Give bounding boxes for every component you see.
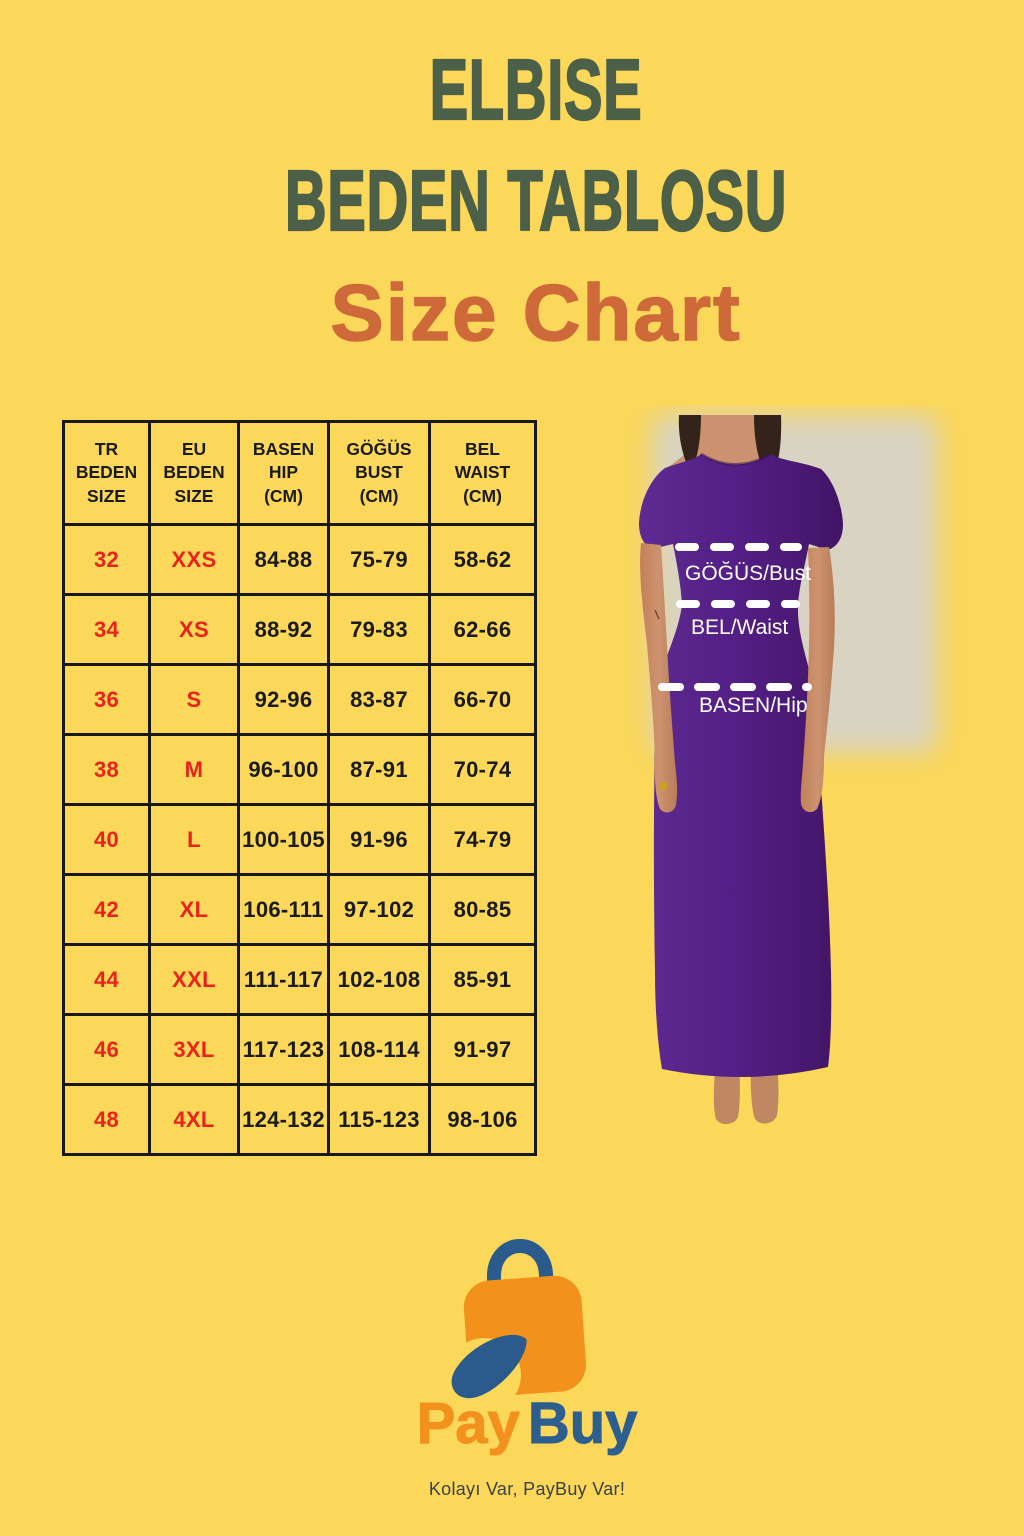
purple-dress bbox=[639, 454, 843, 1078]
table-row: 36 S 92-96 83-87 66-70 bbox=[62, 663, 537, 736]
cell-tr-size: 48 bbox=[62, 1083, 151, 1156]
hip-label: BASEN/Hip bbox=[699, 694, 808, 717]
header-line: SIZE bbox=[87, 485, 126, 506]
table-row: 48 4XL 124-132 115-123 98-106 bbox=[62, 1083, 537, 1156]
cell-bust: 79-83 bbox=[327, 593, 431, 666]
model-hair-left bbox=[678, 415, 701, 471]
cell-eu-size: XL bbox=[148, 873, 240, 946]
cell-bust: 83-87 bbox=[327, 663, 431, 736]
paybuy-logo bbox=[447, 1239, 586, 1405]
cell-hip: 96-100 bbox=[237, 733, 330, 806]
cell-eu-size: M bbox=[148, 733, 240, 806]
size-chart-table: TR BEDEN SIZE EU BEDEN SIZE BASEN HIP (C… bbox=[62, 420, 537, 1156]
cell-hip: 124-132 bbox=[237, 1083, 330, 1156]
cell-hip: 92-96 bbox=[237, 663, 330, 736]
cell-tr-size: 36 bbox=[62, 663, 151, 736]
header-line: HIP bbox=[268, 462, 299, 483]
page-subtitle: Size Chart bbox=[330, 268, 742, 357]
dress-measurement-photo: GÖĞÜS/Bust BEL/Waist BASEN/Hip bbox=[639, 415, 938, 1125]
cell-tr-size: 32 bbox=[62, 523, 151, 596]
dress-neckline bbox=[700, 452, 772, 466]
header-line: SIZE bbox=[174, 485, 214, 506]
cursor-arrow-icon bbox=[451, 1334, 527, 1399]
column-header-bust: GÖĞÜS BUST (CM) bbox=[327, 420, 431, 526]
cell-eu-size: 4XL bbox=[148, 1083, 240, 1156]
cell-bust: 75-79 bbox=[327, 523, 431, 596]
table-row: 44 XXL 111-117 102-108 85-91 bbox=[62, 943, 537, 1016]
cell-hip: 88-92 bbox=[237, 593, 330, 666]
brand-name: Pay Buy bbox=[30, 1391, 1024, 1456]
header-line: BUST bbox=[355, 462, 403, 483]
gold-ring bbox=[658, 781, 668, 791]
header-line: (CM) bbox=[463, 485, 502, 506]
cell-eu-size: L bbox=[148, 803, 240, 876]
header-line: BEDEN bbox=[163, 462, 225, 483]
header-line: GÖĞÜS bbox=[346, 439, 412, 460]
bag-handle-icon bbox=[487, 1239, 553, 1286]
arm-tattoo bbox=[654, 609, 660, 620]
cell-waist: 98-106 bbox=[428, 1083, 537, 1156]
model-arm-left bbox=[640, 543, 678, 813]
cell-waist: 62-66 bbox=[428, 593, 537, 666]
column-header-waist: BEL WAIST (CM) bbox=[428, 420, 537, 526]
table-header-row: TR BEDEN SIZE EU BEDEN SIZE BASEN HIP (C… bbox=[62, 420, 537, 526]
table-row: 42 XL 106-111 97-102 80-85 bbox=[62, 873, 537, 946]
cell-tr-size: 42 bbox=[62, 873, 151, 946]
header-line: TR bbox=[94, 439, 119, 460]
cell-hip: 100-105 bbox=[237, 803, 330, 876]
page-title-line-2: BEDEN TABLOSU bbox=[284, 154, 788, 249]
header-line: BEDEN bbox=[75, 462, 138, 483]
waist-label: BEL/Waist bbox=[691, 616, 788, 639]
header-line: (CM) bbox=[264, 485, 303, 506]
page-title-line-1: ELBISE bbox=[429, 43, 643, 138]
cell-bust: 102-108 bbox=[327, 943, 431, 1016]
column-header-eu-size: EU BEDEN SIZE bbox=[148, 420, 240, 526]
bust-label: GÖĞÜS/Bust bbox=[685, 562, 811, 585]
cell-waist: 91-97 bbox=[428, 1013, 537, 1086]
cell-waist: 66-70 bbox=[428, 663, 537, 736]
table-row: 34 XS 88-92 79-83 62-66 bbox=[62, 593, 537, 666]
column-header-hip: BASEN HIP (CM) bbox=[237, 420, 330, 526]
cell-bust: 108-114 bbox=[327, 1013, 431, 1086]
table-row: 32 XXS 84-88 75-79 58-62 bbox=[62, 523, 537, 596]
cell-tr-size: 34 bbox=[62, 593, 151, 666]
cell-waist: 58-62 bbox=[428, 523, 537, 596]
cell-hip: 106-111 bbox=[237, 873, 330, 946]
table-row: 46 3XL 117-123 108-114 91-97 bbox=[62, 1013, 537, 1086]
cell-eu-size: XS bbox=[148, 593, 240, 666]
brand-part-buy: Buy bbox=[527, 1391, 638, 1456]
cell-tr-size: 40 bbox=[62, 803, 151, 876]
cell-hip: 84-88 bbox=[237, 523, 330, 596]
cell-eu-size: 3XL bbox=[148, 1013, 240, 1086]
model-arm-right bbox=[800, 547, 835, 813]
cell-bust: 115-123 bbox=[327, 1083, 431, 1156]
table-row: 38 M 96-100 87-91 70-74 bbox=[62, 733, 537, 806]
header-line: BEL bbox=[465, 439, 500, 460]
cell-waist: 80-85 bbox=[428, 873, 537, 946]
table-row: 40 L 100-105 91-96 74-79 bbox=[62, 803, 537, 876]
cell-tr-size: 46 bbox=[62, 1013, 151, 1086]
cell-hip: 111-117 bbox=[237, 943, 330, 1016]
cell-bust: 97-102 bbox=[327, 873, 431, 946]
brand-part-pay: Pay bbox=[416, 1391, 520, 1456]
column-header-tr-size: TR BEDEN SIZE bbox=[62, 420, 151, 526]
cell-waist: 85-91 bbox=[428, 943, 537, 1016]
header-line: WAIST bbox=[454, 462, 511, 483]
cell-bust: 91-96 bbox=[327, 803, 431, 876]
brand-tagline: Kolayı Var, PayBuy Var! bbox=[428, 1479, 626, 1499]
cell-eu-size: XXS bbox=[148, 523, 240, 596]
header-line: (CM) bbox=[359, 485, 399, 506]
cell-waist: 74-79 bbox=[428, 803, 537, 876]
cell-tr-size: 38 bbox=[62, 733, 151, 806]
cell-waist: 70-74 bbox=[428, 733, 537, 806]
cell-eu-size: XXL bbox=[148, 943, 240, 1016]
cell-hip: 117-123 bbox=[237, 1013, 330, 1086]
header-line: BASEN bbox=[252, 439, 315, 460]
cell-tr-size: 44 bbox=[62, 943, 151, 1016]
cell-bust: 87-91 bbox=[327, 733, 431, 806]
header-line: EU bbox=[181, 439, 207, 460]
cell-eu-size: S bbox=[148, 663, 240, 736]
